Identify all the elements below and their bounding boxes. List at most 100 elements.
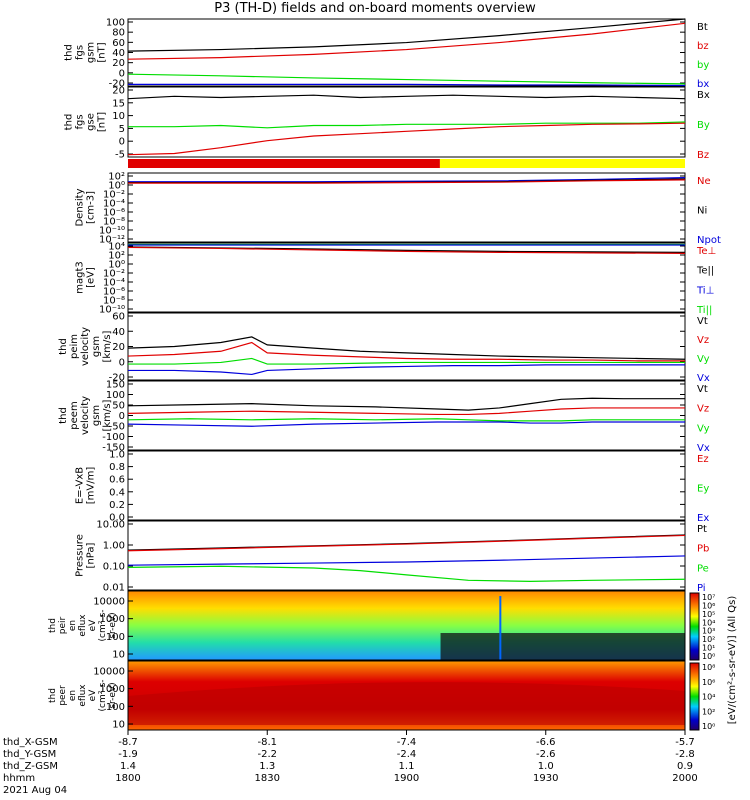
x-tick-label: 1.3 [259,761,275,772]
series-line-0 [127,336,686,360]
y-tick-label: 1.00 [103,541,125,552]
legend-entry: Vx [697,443,710,454]
series-line-3 [128,364,685,376]
panel-frame [127,242,686,313]
x-tick-label: -2.6 [536,749,556,760]
panel-frame [127,590,686,661]
legend-entry: Bz [697,150,709,161]
y-axis-label: gsm [91,405,102,426]
y-axis-label: fgs [75,45,86,60]
legend-entry: Ex [697,513,709,524]
y-axis-label: peim [69,334,80,359]
y-tick-label: 0.4 [109,487,125,498]
y-axis-label: thd [48,688,58,703]
x-tick-label: 0.9 [677,761,693,772]
y-tick-label: 10 [112,111,125,122]
panel-frame [127,450,686,521]
x-tick-label: -8.1 [257,737,277,748]
series-line-1 [128,121,686,129]
legend-entry: Npot [697,235,721,246]
y-tick-label: 1000 [100,684,125,695]
panel-efield: 1.00.8 0.60.4 0.2 0.0 E=-VxB [mV/m] Ez Ey Ex [75,450,710,525]
series-line-2 [127,122,686,156]
x-tick-label: 1830 [255,773,280,784]
y-tick-label: 0.01 [103,583,125,594]
y-tick-label: 0 [119,68,125,79]
x-tick-label: -8.7 [118,737,138,748]
y-axis-label: eflux [78,614,88,637]
legend-entry: bz [697,41,709,52]
panel-frame [127,520,686,591]
y-axis-label: gsm [86,42,97,63]
legend-entry: Pb [697,544,709,555]
y-axis-label: [km/s] [102,399,113,431]
y-axis-label: thd [58,338,69,355]
y-axis-label: velocity [80,327,91,366]
y-tick-label: 0.8 [109,462,125,473]
x-row-label: thd_Z-GSM [3,761,58,772]
x-tick-label: 2000 [672,773,697,784]
series-line-0 [127,534,686,551]
x-row-label: thd_Y-GSM [3,749,56,760]
legend-entry: Ez [697,454,709,465]
x-tick-label: -2.8 [675,749,695,760]
legend-entry: Ni [697,206,707,217]
colorbar-scale [689,592,700,661]
legend-entry: Vx [697,373,710,384]
x-tick-label: -2.2 [257,749,277,760]
colorbar-tick-label: 10² [702,707,715,716]
y-tick-label: 10² [108,251,125,262]
y-axis-label: (cm²-s- [98,609,108,641]
x-tick-label: 1.4 [120,761,136,772]
y-tick-label: 10⁴ [108,242,125,253]
y-axis-label: Density [75,188,86,226]
y-tick-label: 100 [106,390,125,401]
colorbar-tick-label: 10⁶ [702,678,715,687]
y-tick-label: 50 [112,401,125,412]
colorbar-tick-label: 10⁵ [702,610,715,619]
x-axis: thd_X-GSM -8.7 -8.1 -7.4 -6.6 -5.7 thd_Y-GSM -1… [3,730,698,796]
x-row-label: thd_X-GSM [3,737,58,748]
y-tick-label: 10⁰ [108,181,125,192]
colorbar-tick-label: 10⁶ [702,601,715,610]
legend-entry: Vy [697,423,710,434]
x-tick-label: 1930 [533,773,558,784]
y-axis-label: peir [58,616,68,634]
y-tick-label: -5 [115,150,125,161]
y-axis-label: thd [48,618,58,633]
y-tick-label: 10⁻⁸ [103,217,125,228]
y-tick-label: -20 [109,373,125,384]
y-tick-label: 0 [119,411,125,422]
series-line-2 [127,73,686,85]
y-axis-label: [nT] [97,112,108,132]
x-tick-label: -7.4 [397,737,417,748]
series-line-0 [128,177,686,183]
x-tick-label: -2.4 [397,749,417,760]
legend-entry: Pi [697,583,706,594]
x-date-label: 2021 Aug 04 [3,785,67,796]
x-tick-label: 1800 [115,773,140,784]
y-tick-label: 40 [112,48,125,59]
legend-entry: Vz [697,404,709,415]
colorbar-2: 10⁸ 10⁶ 10⁴ 10² 10⁰ [689,662,715,731]
y-tick-label: 0 [119,357,125,368]
spectrogram-peir: 10000 1000 100 10 thd peir en eflux eV (cm²-s-sr-… [48,590,686,661]
no-data-region [440,633,685,660]
y-tick-label: 20 [112,86,125,97]
series-line-2 [127,418,685,422]
y-tick-label: 10⁻⁸ [103,296,125,307]
series-line-0 [127,94,686,100]
y-axis-label: magt3 [75,261,86,294]
legend-entry: Ne [697,176,711,187]
y-tick-label: 20 [112,58,125,69]
y-tick-label: 1.0 [109,450,125,461]
colorbar-tick-label: 10² [702,635,715,644]
y-axis-label: [nPa] [86,542,97,568]
y-tick-label: 100 [106,18,125,29]
y-tick-label: 10000 [93,667,125,678]
series-line-2 [128,357,685,365]
